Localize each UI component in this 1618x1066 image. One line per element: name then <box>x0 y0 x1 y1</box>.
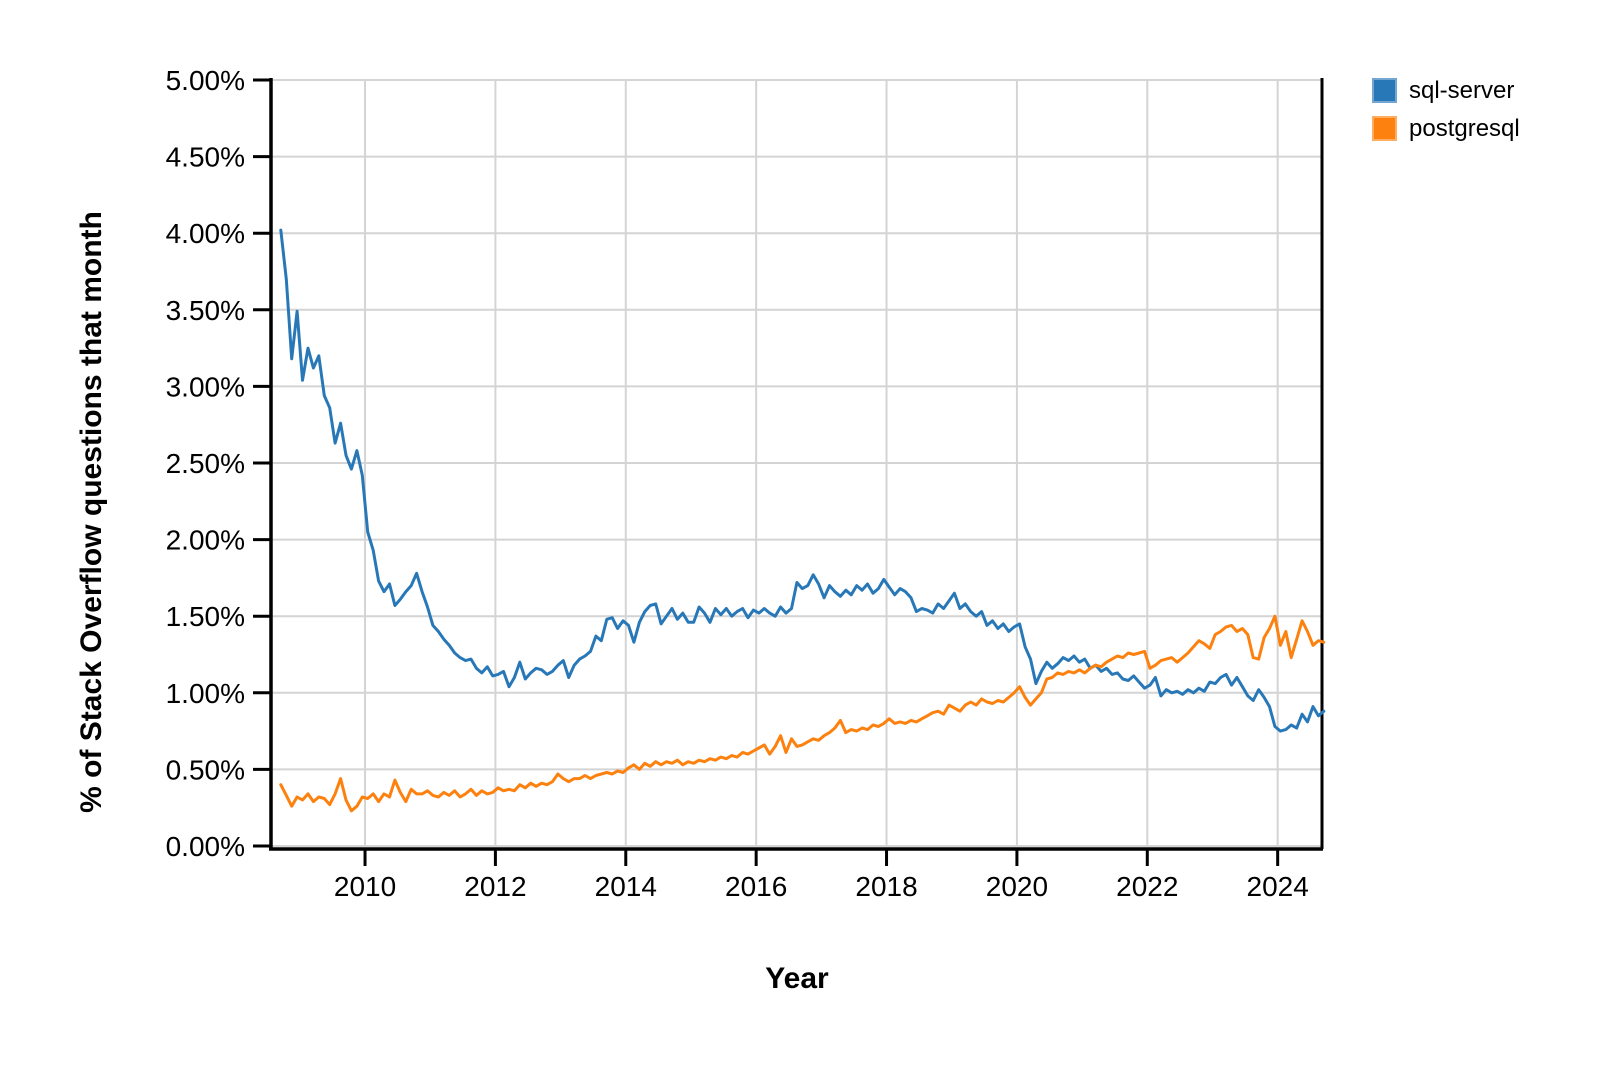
y-tick-label: 3.00% <box>166 371 245 402</box>
sql-server-swatch-icon <box>1372 78 1397 103</box>
x-tick-label: 2016 <box>725 871 787 902</box>
postgresql-swatch-icon <box>1372 116 1397 141</box>
y-tick-label: 4.50% <box>166 142 245 173</box>
legend-label-sql-server: sql-server <box>1409 77 1515 104</box>
series-line-sql-server <box>279 228 1326 733</box>
legend-label-postgresql: postgresql <box>1409 115 1520 142</box>
y-tick-label: 1.00% <box>166 678 245 709</box>
x-tick-label: 2014 <box>595 871 657 902</box>
axis-tick-labels: 0.00% 0.50% 1.00% 1.50% 2.00% 2.50% 3.00% 3.50%… <box>166 65 1309 902</box>
y-tick-label: 2.00% <box>166 525 245 556</box>
x-tick-label: 2020 <box>986 871 1048 902</box>
legend-item-postgresql: postgresql <box>1372 116 1520 141</box>
series-lines <box>279 228 1326 813</box>
axis-ticks <box>253 78 1280 866</box>
x-tick-label: 2018 <box>855 871 917 902</box>
x-axis-title: Year <box>765 962 829 995</box>
x-tick-label: 2010 <box>334 871 396 902</box>
y-tick-label: 4.00% <box>166 218 245 249</box>
x-tick-label: 2022 <box>1116 871 1178 902</box>
legend: sql-server postgresql <box>1372 78 1520 141</box>
x-tick-label: 2024 <box>1247 871 1309 902</box>
legend-item-sql-server: sql-server <box>1372 78 1520 103</box>
x-tick-label: 2012 <box>464 871 526 902</box>
y-tick-label: 0.50% <box>166 754 245 785</box>
y-tick-label: 5.00% <box>166 65 245 96</box>
y-tick-label: 1.50% <box>166 601 245 632</box>
y-axis-title: % of Stack Overflow questions that month <box>75 211 108 813</box>
series-line-postgresql <box>279 614 1326 813</box>
y-tick-label: 3.50% <box>166 295 245 326</box>
gridlines <box>272 79 1322 847</box>
y-tick-label: 0.00% <box>166 831 245 862</box>
y-tick-label: 2.50% <box>166 448 245 479</box>
